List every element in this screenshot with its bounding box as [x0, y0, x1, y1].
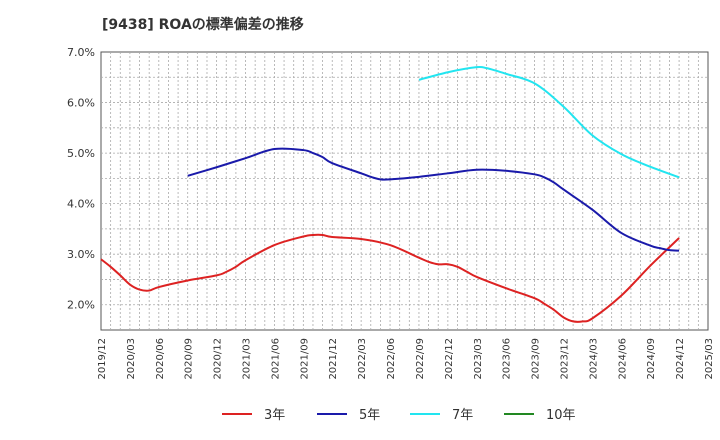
- x-tick-label: 2021/06: [270, 338, 281, 380]
- x-tick-label: 2022/12: [444, 338, 455, 380]
- x-tick-label: 2024/12: [675, 338, 686, 380]
- y-tick-label: 4.0%: [67, 198, 95, 211]
- x-tick-label: 2020/12: [213, 338, 224, 380]
- x-tick-label: 2023/03: [473, 338, 484, 380]
- x-tick-label: 2023/09: [531, 338, 542, 380]
- legend-label: 3年: [264, 408, 285, 423]
- legend-label: 10年: [546, 408, 576, 423]
- x-tick-label: 2022/06: [386, 338, 397, 380]
- y-tick-label: 3.0%: [67, 248, 95, 261]
- plot-area: [100, 51, 709, 331]
- y-tick-label: 6.0%: [67, 97, 95, 110]
- x-tick-label: 2024/09: [646, 338, 657, 380]
- x-tick-label: 2021/03: [242, 338, 253, 380]
- series-line-2: [187, 147, 680, 252]
- y-tick-label: 7.0%: [67, 46, 95, 59]
- x-tick-label: 2023/12: [559, 338, 570, 380]
- x-tick-label: 2020/03: [126, 338, 137, 380]
- x-tick-label: 2024/03: [588, 338, 599, 380]
- legend-label: 5年: [359, 408, 380, 423]
- x-tick-label: 2020/09: [184, 338, 195, 380]
- x-tick-label: 2019/12: [97, 338, 108, 380]
- series-line-3: [418, 65, 680, 179]
- legend-label: 7年: [452, 408, 473, 423]
- x-tick-label: 2021/09: [299, 338, 310, 380]
- chart-title: [9438] ROAの標準偏差の推移: [102, 17, 304, 33]
- x-tick-label: 2022/09: [415, 338, 426, 380]
- x-tick-label: 2025/03: [704, 338, 715, 380]
- x-tick-label: 2024/06: [617, 338, 628, 380]
- y-tick-label: 5.0%: [67, 147, 95, 160]
- x-tick-label: 2021/12: [328, 338, 339, 380]
- y-tick-label: 2.0%: [67, 299, 95, 312]
- x-tick-label: 2022/03: [357, 338, 368, 380]
- series-line-1: [100, 233, 680, 323]
- x-tick-label: 2020/06: [155, 338, 166, 380]
- x-tick-label: 2023/06: [502, 338, 513, 380]
